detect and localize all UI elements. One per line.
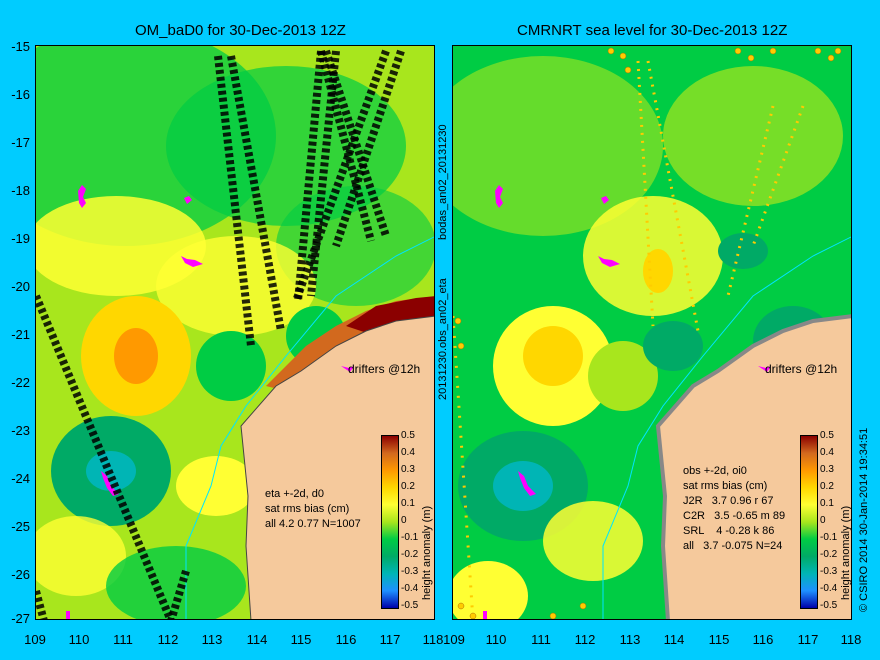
right-colorbar-label: height anomaly (m) xyxy=(840,505,852,600)
x-tick: 112 xyxy=(574,632,596,647)
colorbar-tick: -0.3 xyxy=(401,566,419,577)
colorbar-tick: 0.1 xyxy=(401,498,415,509)
x-tick: 118 xyxy=(840,632,862,647)
right-panel-title: CMRNRT sea level for 30-Dec-2013 12Z xyxy=(517,22,788,39)
colorbar-tick: -0.5 xyxy=(820,600,838,611)
side-label-left: bodas_an02_20131230 xyxy=(437,124,449,240)
y-tick: -25 xyxy=(11,519,30,534)
right-info-line-4: C2R 3.5 -0.65 m 89 xyxy=(683,510,786,522)
right-map-panel xyxy=(452,45,852,620)
y-tick: -17 xyxy=(11,135,30,150)
y-tick: -19 xyxy=(11,231,30,246)
right-height-anomaly-map xyxy=(453,46,851,619)
observation-markers xyxy=(453,47,842,619)
colorbar-tick: -0.1 xyxy=(820,532,838,543)
left-drifter-label: drifters @12h xyxy=(348,362,421,376)
x-tick: 113 xyxy=(201,632,223,647)
right-info-line-2: sat rms bias (cm) xyxy=(683,480,768,492)
left-colorbar-label: height anomaly (m) xyxy=(421,505,433,600)
left-info-line-2: sat rms bias (cm) xyxy=(265,503,350,515)
colorbar-tick: 0 xyxy=(401,515,407,526)
colorbar-tick: 0.1 xyxy=(820,498,834,509)
x-tick: 110 xyxy=(68,632,90,647)
y-tick: -24 xyxy=(11,471,30,486)
colorbar-tick: 0.5 xyxy=(820,430,834,441)
x-tick: 116 xyxy=(752,632,774,647)
colorbar-tick: 0.5 xyxy=(401,430,415,441)
left-map-panel xyxy=(35,45,435,620)
drifter-tracks xyxy=(66,185,354,619)
y-tick: -21 xyxy=(11,327,30,342)
right-info-line-5: SRL 4 -0.28 k 86 xyxy=(683,525,775,537)
colorbar-tick: 0.3 xyxy=(820,464,834,475)
colorbar-tick: 0.2 xyxy=(820,481,834,492)
x-tick: 118 xyxy=(422,632,444,647)
y-tick: -15 xyxy=(11,39,30,54)
x-tick: 111 xyxy=(113,632,133,647)
y-tick: -23 xyxy=(11,423,30,438)
x-tick: 117 xyxy=(797,632,819,647)
side-label-right: 20131230.obs_an02_eta xyxy=(437,278,449,400)
x-tick: 114 xyxy=(663,632,685,647)
x-tick: 111 xyxy=(531,632,551,647)
x-tick: 115 xyxy=(290,632,312,647)
right-info-line-1: obs +-2d, oi0 xyxy=(683,465,747,477)
y-tick: -20 xyxy=(11,279,30,294)
colorbar-tick: -0.1 xyxy=(401,532,419,543)
left-panel-title: OM_baD0 for 30-Dec-2013 12Z xyxy=(135,22,346,39)
y-tick: -27 xyxy=(11,611,30,626)
colorbar-tick: 0.3 xyxy=(401,464,415,475)
colorbar-tick: 0 xyxy=(820,515,826,526)
left-info-line-1: eta +-2d, d0 xyxy=(265,488,325,500)
colorbar-tick: 0.4 xyxy=(401,447,415,458)
right-info-line-3: J2R 3.7 0.96 r 67 xyxy=(683,495,774,507)
colorbar-tick: -0.5 xyxy=(401,600,419,611)
colorbar-tick: -0.3 xyxy=(820,566,838,577)
credit-text: © CSIRO 2014 30-Jan-2014 19:34:51 xyxy=(858,427,870,612)
left-height-anomaly-map xyxy=(36,46,434,619)
left-colorbar xyxy=(381,435,399,609)
y-tick: -18 xyxy=(11,183,30,198)
colorbar-tick: -0.2 xyxy=(401,549,419,560)
y-tick: -26 xyxy=(11,567,30,582)
x-tick: 112 xyxy=(157,632,179,647)
colorbar-tick: -0.4 xyxy=(820,583,838,594)
x-tick: 114 xyxy=(246,632,268,647)
colorbar-tick: 0.4 xyxy=(820,447,834,458)
left-info-line-3: all 4.2 0.77 N=1007 xyxy=(265,518,361,530)
drifter-tracks xyxy=(483,185,771,619)
right-colorbar xyxy=(800,435,818,609)
right-info-line-6: all 3.7 -0.075 N=24 xyxy=(683,540,783,552)
x-tick: 116 xyxy=(335,632,357,647)
right-drifter-label: drifters @12h xyxy=(765,362,838,376)
x-tick: 109 xyxy=(443,632,465,647)
y-tick: -16 xyxy=(11,87,30,102)
colorbar-tick: -0.2 xyxy=(820,549,838,560)
x-tick: 110 xyxy=(485,632,507,647)
x-tick: 113 xyxy=(619,632,641,647)
altimeter-tracks xyxy=(36,49,405,619)
y-tick: -22 xyxy=(11,375,30,390)
x-tick: 117 xyxy=(379,632,401,647)
colorbar-tick: -0.4 xyxy=(401,583,419,594)
x-tick: 109 xyxy=(24,632,46,647)
colorbar-tick: 0.2 xyxy=(401,481,415,492)
x-tick: 115 xyxy=(708,632,730,647)
